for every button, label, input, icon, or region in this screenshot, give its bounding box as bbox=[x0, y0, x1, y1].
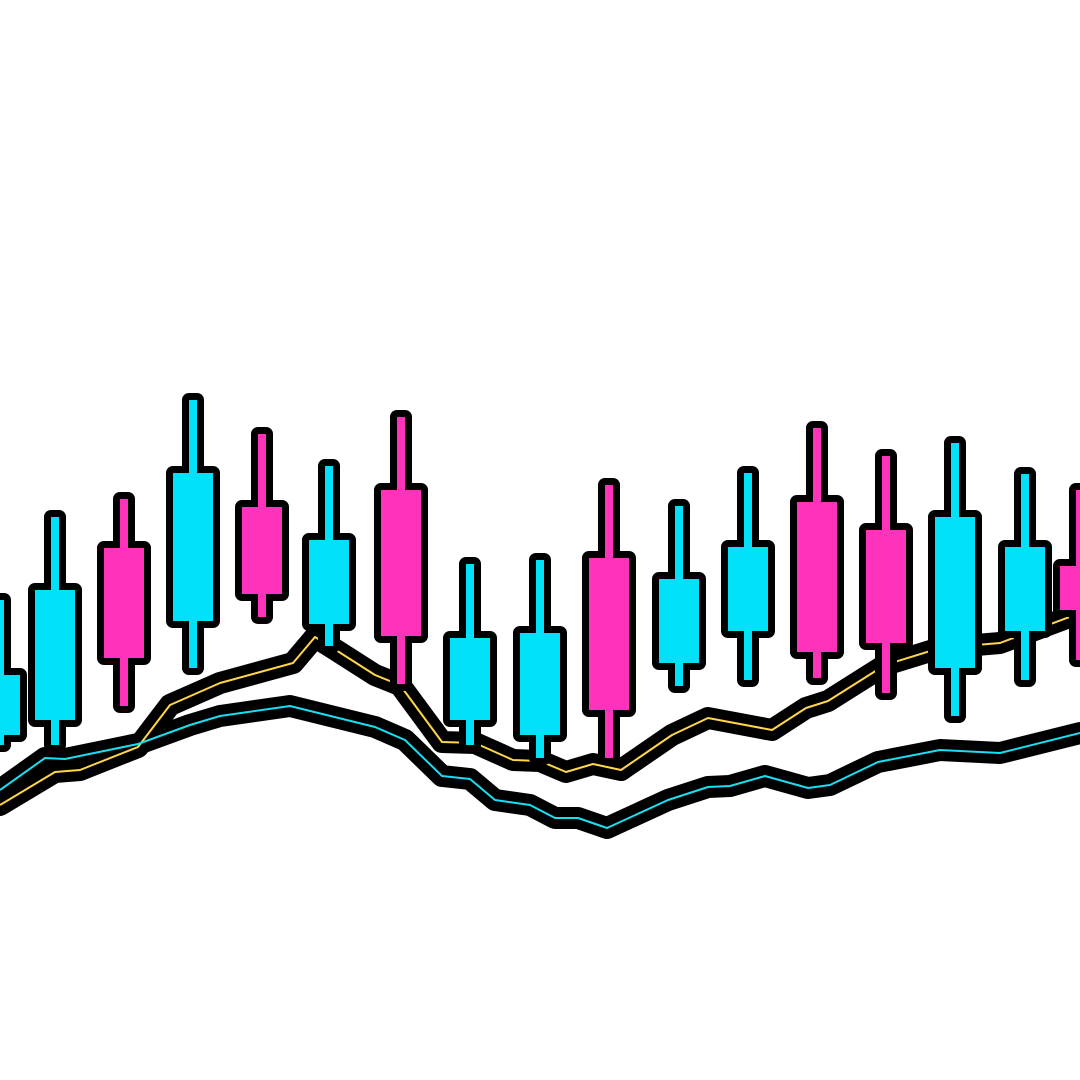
candle-body bbox=[450, 638, 490, 720]
candle-body bbox=[728, 547, 768, 631]
candle-body bbox=[104, 548, 144, 658]
candle-body bbox=[659, 579, 699, 663]
candle-body bbox=[309, 540, 349, 624]
candle-body bbox=[173, 473, 213, 621]
candle-body bbox=[0, 675, 20, 735]
candle-body bbox=[935, 517, 975, 668]
candle-body bbox=[1005, 547, 1045, 631]
candle-body bbox=[381, 490, 421, 636]
candle-body bbox=[35, 590, 75, 720]
moving-average-line bbox=[0, 705, 1080, 829]
candle-body bbox=[1060, 566, 1080, 610]
candle-body bbox=[866, 530, 906, 643]
candle-body bbox=[797, 502, 837, 652]
candle-wick bbox=[0, 600, 4, 745]
candle-body bbox=[520, 633, 560, 735]
moving-average-line bbox=[0, 612, 1080, 806]
candle-body bbox=[589, 558, 629, 710]
candle-body bbox=[242, 507, 282, 594]
